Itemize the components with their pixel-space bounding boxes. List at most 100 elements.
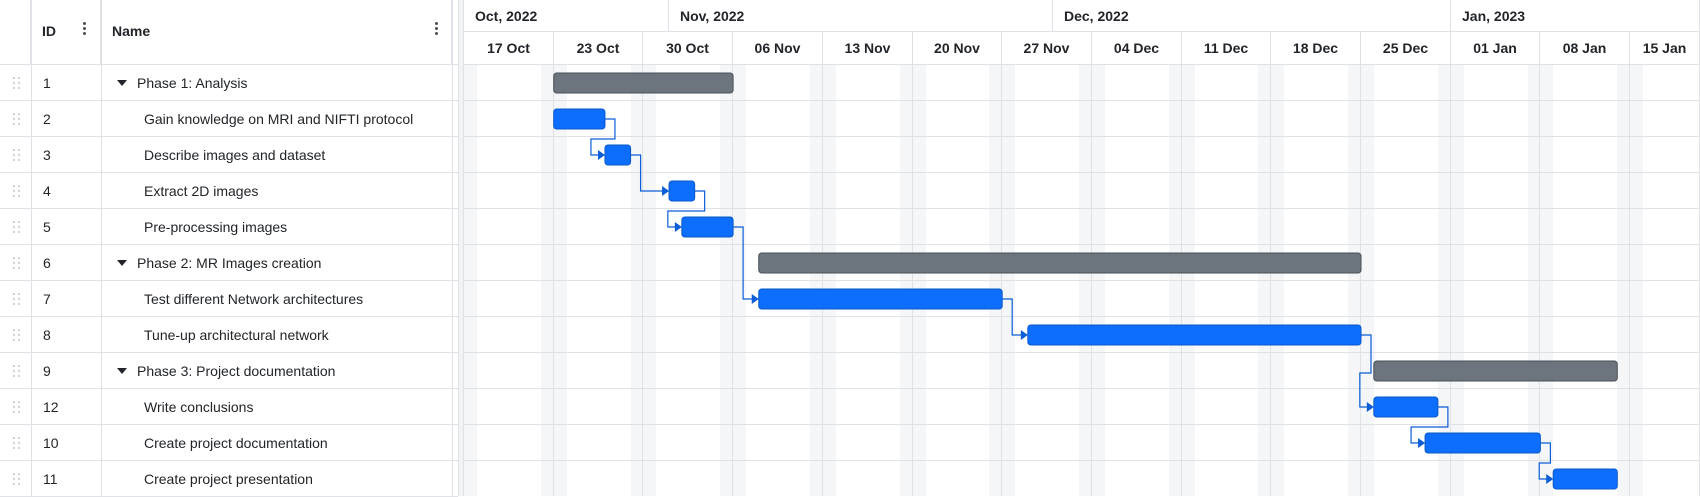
row-gridline bbox=[464, 100, 1700, 101]
dependency-link[interactable] bbox=[667, 190, 706, 228]
dependency-link[interactable] bbox=[1002, 298, 1023, 336]
week-header: 27 Nov bbox=[1002, 32, 1092, 65]
task-name: Tune-up architectural network bbox=[144, 327, 329, 343]
week-label: 01 Jan bbox=[1473, 40, 1517, 56]
task-row[interactable]: 1 Phase 1: Analysis bbox=[0, 65, 458, 101]
row-gridline bbox=[464, 460, 1700, 461]
week-label: 18 Dec bbox=[1292, 40, 1339, 56]
task-name: Write conclusions bbox=[144, 399, 254, 415]
dependency-link[interactable] bbox=[1410, 406, 1449, 444]
grid-divider bbox=[101, 0, 102, 496]
task-id: 11 bbox=[43, 471, 58, 487]
drag-handle-icon[interactable] bbox=[13, 221, 21, 233]
task-bar[interactable] bbox=[668, 180, 696, 202]
drag-handle-icon[interactable] bbox=[13, 329, 21, 341]
name-column-header[interactable]: Name bbox=[101, 0, 452, 64]
gantt-bars bbox=[553, 72, 1618, 490]
drag-handle-icon[interactable] bbox=[13, 77, 21, 89]
task-row[interactable]: 11 Create project presentation bbox=[0, 461, 458, 497]
task-name: Gain knowledge on MRI and NIFTI protocol bbox=[144, 111, 414, 127]
row-gridline bbox=[464, 244, 1700, 245]
week-label: 13 Nov bbox=[844, 40, 891, 56]
task-id: 5 bbox=[43, 219, 51, 235]
task-row[interactable]: 12 Write conclusions bbox=[0, 389, 458, 425]
summary-bar[interactable] bbox=[1373, 360, 1618, 382]
week-header: 13 Nov bbox=[823, 32, 913, 65]
task-row[interactable]: 3 Describe images and dataset bbox=[0, 137, 458, 173]
task-bar[interactable] bbox=[758, 288, 1003, 310]
row-gridline bbox=[464, 352, 1700, 353]
task-name: Create project documentation bbox=[144, 435, 328, 451]
drag-handle-icon[interactable] bbox=[13, 473, 21, 485]
name-column-menu-icon[interactable] bbox=[435, 22, 439, 37]
month-label: Nov, 2022 bbox=[680, 8, 745, 24]
week-header: 01 Jan bbox=[1451, 32, 1540, 65]
drag-column-header bbox=[0, 0, 31, 64]
dependency-arrow-icon bbox=[751, 294, 759, 304]
task-bar[interactable] bbox=[1027, 324, 1362, 346]
week-header: 20 Nov bbox=[913, 32, 1002, 65]
id-column-header[interactable]: ID bbox=[31, 0, 101, 64]
collapse-caret-icon[interactable] bbox=[117, 80, 127, 86]
task-row[interactable]: 5 Pre-processing images bbox=[0, 209, 458, 245]
task-name: Describe images and dataset bbox=[144, 147, 326, 163]
drag-handle-icon[interactable] bbox=[13, 437, 21, 449]
id-column-menu-icon[interactable] bbox=[83, 22, 87, 37]
week-label: 15 Jan bbox=[1642, 40, 1687, 56]
drag-handle-icon[interactable] bbox=[13, 293, 21, 305]
task-id: 9 bbox=[43, 363, 51, 379]
dependency-arrow-icon bbox=[1366, 402, 1374, 412]
collapse-caret-icon[interactable] bbox=[117, 260, 127, 266]
drag-handle-icon[interactable] bbox=[13, 365, 21, 377]
drag-handle-icon[interactable] bbox=[13, 257, 21, 269]
month-label: Oct, 2022 bbox=[475, 8, 538, 24]
task-bar[interactable] bbox=[1373, 396, 1439, 418]
task-row[interactable]: 9 Phase 3: Project documentation bbox=[0, 353, 458, 389]
drag-handle-icon[interactable] bbox=[13, 401, 21, 413]
collapse-caret-icon[interactable] bbox=[117, 368, 127, 374]
dependency-link[interactable] bbox=[630, 154, 665, 192]
task-bar[interactable] bbox=[681, 216, 734, 238]
week-label: 20 Nov bbox=[934, 40, 980, 56]
week-label: 27 Nov bbox=[1023, 40, 1070, 56]
task-bar[interactable] bbox=[604, 144, 632, 166]
week-header: 06 Nov bbox=[733, 32, 823, 65]
task-id: 4 bbox=[43, 183, 51, 199]
grid-divider bbox=[31, 0, 32, 496]
dependency-arrow-icon bbox=[662, 186, 670, 196]
week-header: 08 Jan bbox=[1540, 32, 1630, 65]
week-header: 18 Dec bbox=[1271, 32, 1361, 65]
task-row[interactable]: 6 Phase 2: MR Images creation bbox=[0, 245, 458, 281]
task-bar[interactable] bbox=[1552, 468, 1618, 490]
dependency-link[interactable] bbox=[1359, 334, 1372, 408]
month-label: Jan, 2023 bbox=[1462, 8, 1526, 24]
task-row[interactable]: 10 Create project documentation bbox=[0, 425, 458, 461]
task-bar[interactable] bbox=[553, 108, 606, 130]
row-gridline bbox=[464, 316, 1700, 317]
task-id: 7 bbox=[43, 291, 51, 307]
month-header: Oct, 2022 bbox=[464, 0, 669, 32]
drag-handle-icon[interactable] bbox=[13, 185, 21, 197]
dependency-link[interactable] bbox=[590, 118, 616, 156]
week-header: 23 Oct bbox=[554, 32, 643, 65]
task-id: 2 bbox=[43, 111, 51, 127]
task-row[interactable]: 7 Test different Network architectures bbox=[0, 281, 458, 317]
task-row[interactable]: 2 Gain knowledge on MRI and NIFTI protoco… bbox=[0, 101, 458, 137]
timeline-pane: Oct, 2022 Nov, 2022 Dec, 2022 Jan, 2023 17 O… bbox=[464, 0, 1700, 496]
week-label: 25 Dec bbox=[1382, 40, 1429, 56]
name-column-title: Name bbox=[112, 23, 151, 39]
task-bar[interactable] bbox=[1424, 432, 1541, 454]
summary-bar[interactable] bbox=[758, 252, 1362, 274]
dependency-link[interactable] bbox=[733, 226, 754, 300]
summary-bar[interactable] bbox=[553, 72, 734, 94]
task-row[interactable]: 8 Tune-up architectural network bbox=[0, 317, 458, 353]
week-label: 08 Jan bbox=[1562, 40, 1607, 56]
task-name: Create project presentation bbox=[144, 471, 313, 487]
week-header: 17 Oct bbox=[464, 32, 554, 65]
task-row[interactable]: 4 Extract 2D images bbox=[0, 173, 458, 209]
task-id: 6 bbox=[43, 255, 51, 271]
dependency-arrow-icon bbox=[1418, 438, 1426, 448]
drag-handle-icon[interactable] bbox=[13, 149, 21, 161]
dependency-link[interactable] bbox=[1538, 442, 1551, 480]
drag-handle-icon[interactable] bbox=[13, 113, 21, 125]
